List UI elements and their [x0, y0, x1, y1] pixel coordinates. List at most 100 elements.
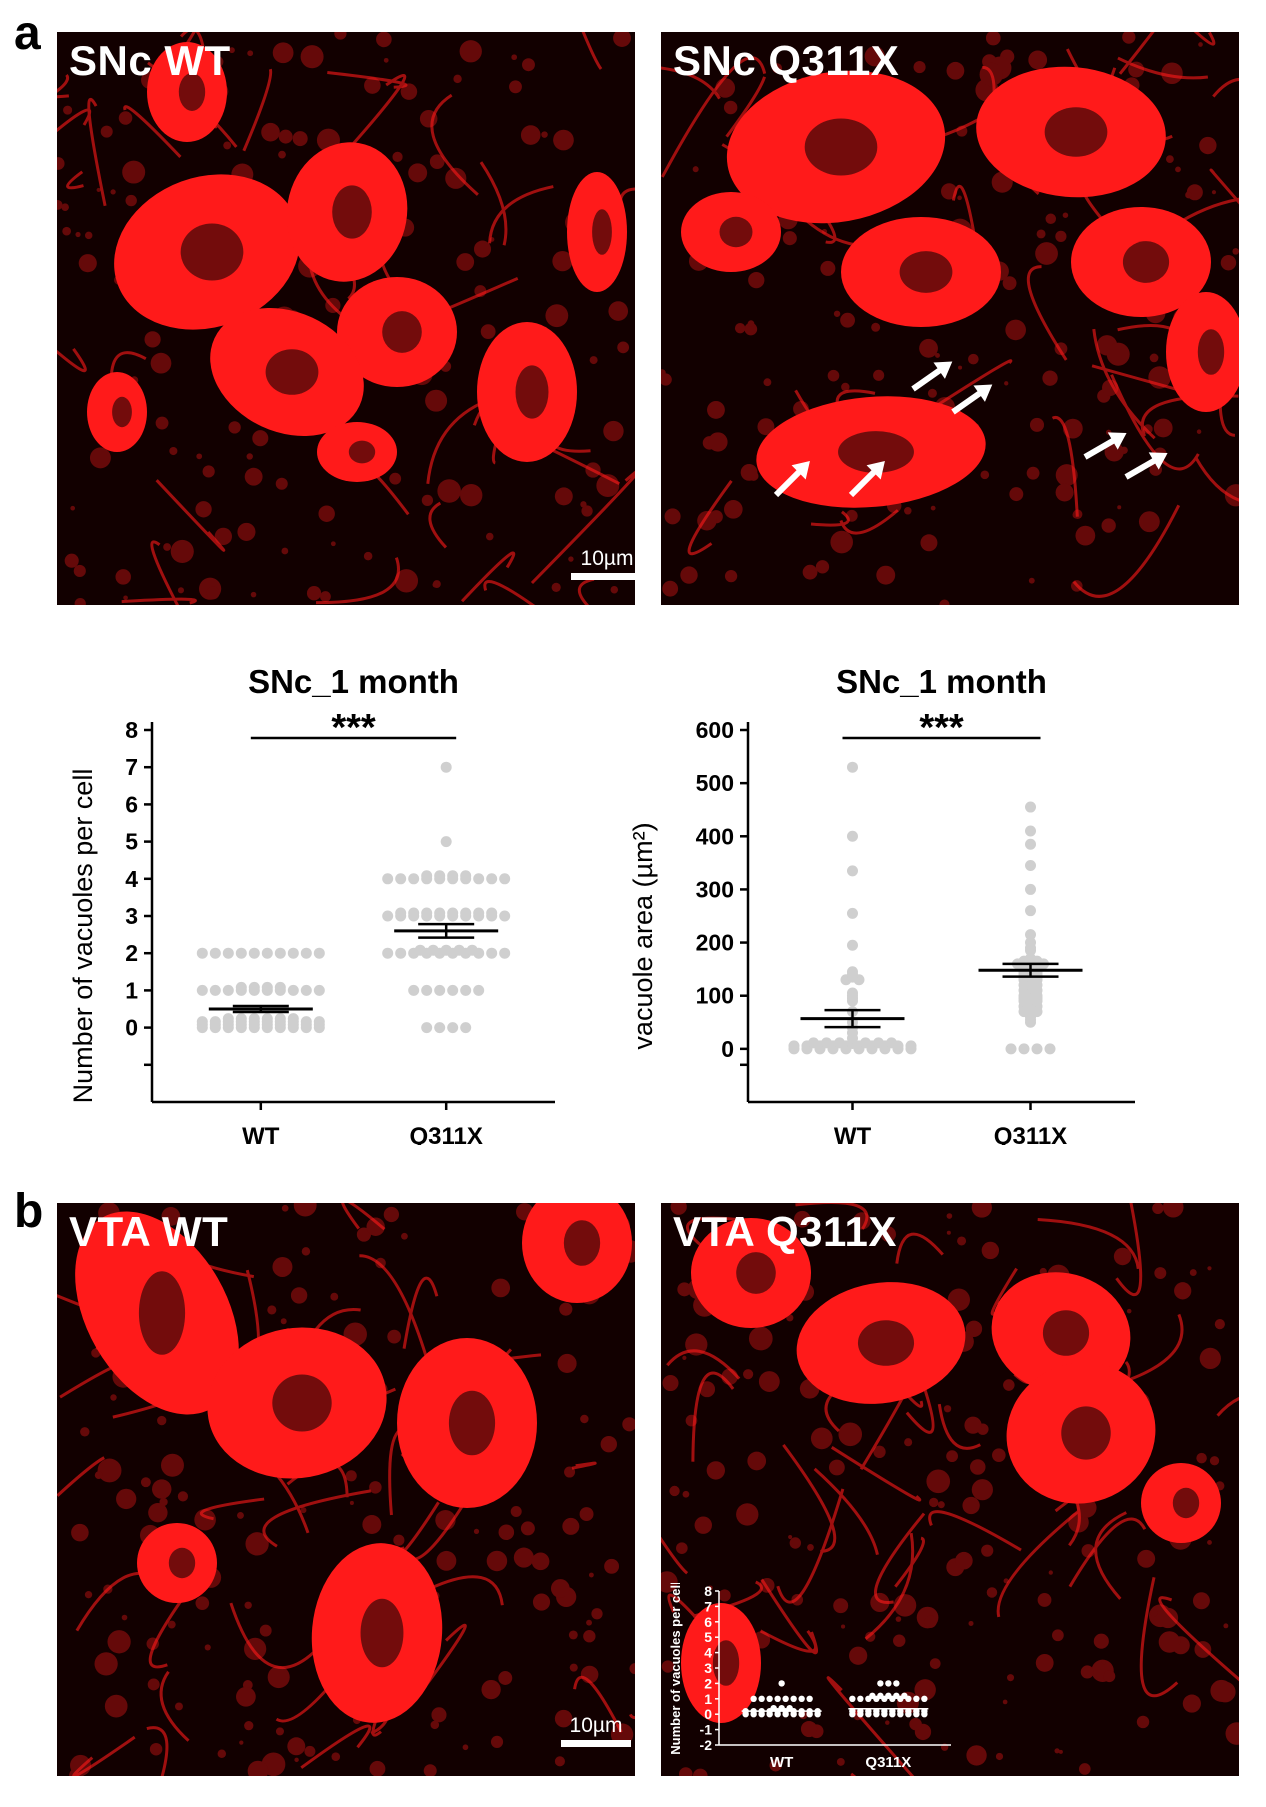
significance-label: *** — [331, 707, 376, 749]
inset-data-point — [905, 1708, 912, 1715]
inset-y-tick-label: 3 — [704, 1660, 712, 1676]
scale-bar-line — [571, 573, 635, 580]
inset-data-point — [778, 1705, 785, 1712]
data-point — [1025, 883, 1037, 895]
inset-data-point — [766, 1695, 773, 1702]
inset-data-point — [921, 1708, 928, 1715]
data-point — [885, 1037, 897, 1049]
inset-data-point — [893, 1680, 900, 1687]
data-point — [287, 984, 299, 996]
chart-vacuole-count: SNc_1 month 0 1 2 3 4 5 6 7 8 Number of vacuoles p… — [70, 655, 570, 1145]
image-label: SNc Q311X — [673, 37, 900, 84]
y-tick-label: 200 — [696, 930, 734, 956]
inset-data-point — [750, 1695, 757, 1702]
data-point — [466, 944, 478, 956]
data-point — [196, 1016, 208, 1028]
inset-data-point — [881, 1708, 888, 1715]
data-point — [447, 870, 459, 882]
inset-data-point — [889, 1708, 896, 1715]
inset-data-point — [865, 1708, 872, 1715]
inset-data-point — [869, 1692, 876, 1699]
x-tick-label: WT — [834, 1123, 872, 1145]
data-point — [1025, 905, 1037, 917]
inset-data-point — [782, 1695, 789, 1702]
data-point — [473, 984, 485, 996]
inset-y-tick-label: 6 — [704, 1614, 712, 1630]
data-point — [235, 981, 247, 993]
data-point — [447, 907, 459, 919]
y-tick-label: 500 — [696, 770, 734, 796]
y-tick-label: 0 — [125, 1015, 138, 1041]
inset-data-point — [770, 1705, 777, 1712]
micrograph-vta-q311x: VTA Q311X -2 -1 0 1 2 3 4 5 6 7 8 Number of vacuole… — [661, 1203, 1239, 1776]
data-point — [460, 907, 472, 919]
inset-data-point — [849, 1708, 856, 1715]
inset-data-point — [913, 1708, 920, 1715]
data-point — [1025, 825, 1037, 837]
y-tick-label: 0 — [721, 1036, 734, 1062]
inset-y-tick-label: 5 — [704, 1629, 712, 1645]
data-point — [209, 1016, 221, 1028]
data-point — [196, 947, 208, 959]
y-tick-label: 600 — [696, 717, 734, 743]
data-point — [248, 947, 260, 959]
inset-data-point — [873, 1708, 880, 1715]
y-tick-label: 4 — [125, 866, 138, 892]
data-point — [1018, 1043, 1030, 1055]
data-point — [300, 1016, 312, 1028]
image-label: SNc WT — [69, 37, 231, 84]
data-point — [222, 947, 234, 959]
data-point — [287, 947, 299, 959]
data-point — [395, 907, 407, 919]
inset-data-point — [913, 1695, 920, 1702]
data-point — [486, 907, 498, 919]
inset-y-tick-label: -2 — [700, 1737, 713, 1753]
inset-y-axis-label: Number of vacuoles per cell — [668, 1583, 683, 1755]
data-point — [382, 873, 394, 885]
inset-x-tick-label: WT — [770, 1754, 793, 1771]
inset-y-tick-label: 1 — [704, 1691, 712, 1707]
micrograph-texture — [57, 1203, 635, 1776]
inset-data-point — [885, 1692, 892, 1699]
inset-data-point — [901, 1692, 908, 1699]
data-point — [382, 947, 394, 959]
chart-title: SNc_1 month — [248, 663, 459, 700]
data-point — [820, 1037, 832, 1049]
y-tick-label: 6 — [125, 791, 138, 817]
micrograph-texture — [661, 1203, 1239, 1776]
inset-data-point — [877, 1680, 884, 1687]
inset-y-tick-label: 4 — [704, 1645, 712, 1661]
data-point — [300, 947, 312, 959]
data-point — [905, 1040, 917, 1052]
data-point — [440, 761, 452, 773]
data-point — [313, 984, 325, 996]
data-point — [486, 873, 498, 885]
inset-data-point — [798, 1695, 805, 1702]
data-point — [421, 984, 433, 996]
inset-data-point — [877, 1692, 884, 1699]
data-point — [460, 1022, 472, 1034]
x-tick-label: WT — [242, 1123, 280, 1145]
data-point — [1044, 1043, 1056, 1055]
image-label: VTA WT — [69, 1208, 229, 1255]
data-point — [1025, 860, 1037, 872]
chart-vacuole-area: SNc_1 month 0 100 200 300 400 500 600 vacuole ar… — [630, 655, 1150, 1145]
inset-y-tick-label: -1 — [700, 1722, 713, 1738]
data-point — [300, 984, 312, 996]
data-point — [382, 910, 394, 922]
data-point — [846, 865, 858, 877]
inset-y-tick-label: 0 — [704, 1706, 712, 1722]
data-point — [846, 830, 858, 842]
data-point — [460, 870, 472, 882]
data-point — [274, 1013, 286, 1025]
y-tick-label: 400 — [696, 823, 734, 849]
inset-data-point — [857, 1695, 864, 1702]
data-point — [235, 1013, 247, 1025]
inset-data-point — [849, 1695, 856, 1702]
scale-bar-label: 10µm — [569, 1714, 623, 1737]
data-point — [1031, 1043, 1043, 1055]
y-tick-label: 100 — [696, 983, 734, 1009]
inset-chart: -2 -1 0 1 2 3 4 5 6 7 8 Number of vacuoles per cell… — [661, 1583, 991, 1776]
inset-y-tick-label: 8 — [704, 1583, 712, 1599]
data-point — [1025, 838, 1037, 850]
